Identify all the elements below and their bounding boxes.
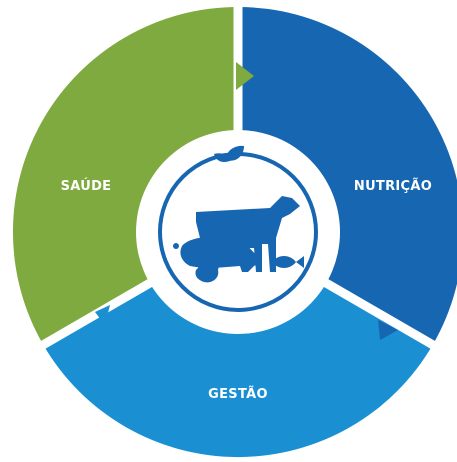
- segment-label: NUTRIÇÃO: [354, 178, 432, 194]
- segment-label: GESTÃO: [208, 386, 268, 402]
- cycle-diagram: SAÚDE NUTRIÇÃO GESTÃO: [0, 0, 457, 462]
- page: {"segments": [{"label": "SAÚDE"}, {"labe…: [0, 0, 457, 462]
- segment-label: SAÚDE: [61, 178, 112, 194]
